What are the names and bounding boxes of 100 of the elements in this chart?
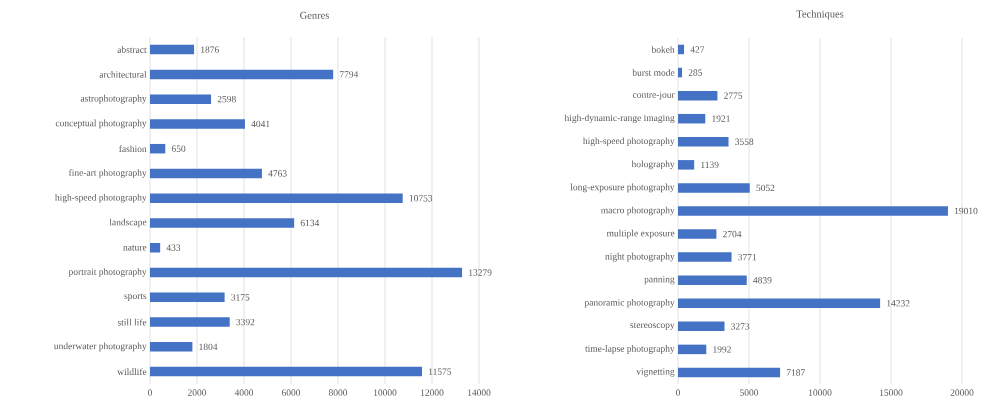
y-tick-label: fine-art photography (68, 169, 147, 178)
bar (678, 206, 948, 216)
y-tick-label: wildlife (117, 368, 147, 375)
x-tick-label: 14000 (468, 389, 491, 396)
y-tick-label: vignetting (636, 368, 675, 377)
bar (678, 113, 706, 124)
bar (150, 143, 166, 154)
bar (150, 292, 225, 303)
x-tick-label: 8000 (328, 389, 348, 396)
bar (150, 94, 212, 104)
bar (678, 344, 707, 355)
bar (150, 366, 423, 377)
x-tick-label: 12000 (421, 389, 444, 396)
data-label: 1876 (201, 46, 219, 53)
y-tick-label: fashion (119, 145, 147, 153)
data-label: 4041 (251, 120, 270, 128)
y-tick-label: sports (124, 293, 147, 301)
data-label: 5052 (756, 184, 775, 192)
y-tick-label: macro photography (601, 206, 675, 216)
bar (678, 137, 729, 147)
y-tick-label: high-speed photography (583, 137, 675, 147)
x-tick-label: 0 (147, 389, 153, 396)
data-label: 2598 (217, 95, 236, 103)
y-tick-label: holography (631, 160, 675, 170)
y-tick-label: astrophotography (80, 94, 147, 104)
y-tick-label: night photography (605, 252, 675, 262)
data-label: 1804 (199, 343, 218, 351)
bar (678, 298, 881, 309)
y-tick-label: architectural (99, 71, 147, 78)
y-tick-label: panning (644, 276, 675, 285)
y-tick-label: panoramic photography (584, 298, 675, 308)
y-tick-label: long-exposure photography (570, 183, 675, 193)
x-tick-label: 20000 (950, 389, 974, 396)
y-tick-label: nature (123, 245, 147, 251)
y-tick-label: stereoscopy (630, 322, 675, 331)
y-tick-label: portrait photography (68, 268, 147, 277)
bar (150, 168, 262, 179)
x-tick-label: 10000 (809, 389, 832, 396)
bar (150, 44, 195, 55)
data-label: 1992 (713, 346, 731, 353)
data-label: 433 (166, 244, 181, 251)
data-label: 650 (171, 145, 186, 152)
data-label: 10753 (409, 195, 433, 202)
bar (678, 252, 732, 262)
bar (150, 317, 230, 327)
bar (150, 119, 245, 129)
data-label: 285 (688, 69, 703, 76)
bar (150, 342, 193, 352)
data-label: 1921 (712, 115, 730, 122)
y-tick-label: still life (117, 318, 147, 326)
bar (678, 275, 747, 285)
y-tick-label: burst mode (632, 69, 675, 76)
x-tick-label: 10000 (374, 389, 397, 396)
y-tick-label: time-lapse photography (585, 345, 675, 354)
y-tick-label: multiple exposure (606, 229, 675, 239)
y-tick-label: contre-jour (632, 91, 675, 100)
data-label: 3273 (731, 323, 750, 330)
y-tick-label: bokeh (651, 46, 675, 53)
y-tick-label: high-dynamic-range imaging (564, 114, 675, 124)
data-label: 11575 (429, 368, 452, 375)
chart-title: Genres (300, 11, 329, 19)
bar (678, 367, 781, 378)
bar (678, 229, 717, 239)
bar (150, 218, 295, 228)
data-label: 2775 (724, 92, 743, 99)
x-tick-label: 0 (676, 389, 681, 396)
y-tick-label: high-speed photography (55, 193, 147, 203)
bar (150, 267, 463, 278)
data-label: 6134 (300, 219, 320, 227)
bar (678, 321, 725, 332)
x-tick-label: 5000 (740, 389, 759, 396)
bar (678, 90, 718, 101)
data-label: 14232 (887, 300, 910, 307)
data-label: 19010 (954, 207, 978, 215)
data-label: 1139 (701, 161, 719, 169)
data-label: 2704 (723, 230, 742, 238)
bar (150, 243, 161, 253)
x-tick-label: 2000 (187, 389, 207, 396)
bar (678, 160, 695, 170)
data-label: 3558 (735, 138, 754, 145)
data-label: 7794 (339, 71, 359, 78)
data-label: 4839 (753, 276, 772, 284)
bar (150, 193, 403, 203)
y-tick-label: abstract (117, 46, 147, 53)
data-label: 13279 (469, 269, 492, 276)
y-tick-label: conceptual photography (55, 119, 147, 129)
data-label: 3175 (231, 294, 250, 301)
data-label: 4763 (268, 170, 287, 177)
data-label: 427 (690, 46, 705, 53)
bar (678, 67, 683, 78)
data-label: 7187 (786, 369, 805, 376)
x-tick-label: 4000 (234, 389, 254, 396)
data-label: 3771 (738, 253, 757, 261)
x-tick-label: 6000 (281, 389, 301, 396)
y-tick-label: underwater photography (54, 342, 147, 352)
bar (678, 44, 685, 55)
bar (150, 69, 334, 80)
bar (678, 183, 750, 193)
data-label: 3392 (236, 318, 255, 326)
y-tick-label: landscape (109, 218, 147, 228)
